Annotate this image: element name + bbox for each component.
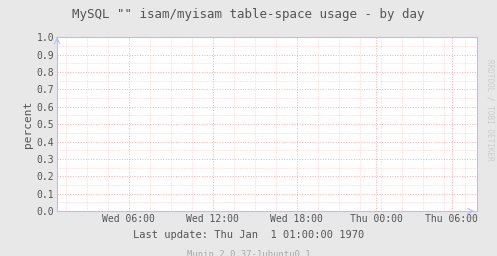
Y-axis label: percent: percent (22, 101, 33, 148)
Text: Munin 2.0.37-1ubuntu0.1: Munin 2.0.37-1ubuntu0.1 (187, 250, 310, 256)
Text: RRDTOOL / TOBI OETIKER: RRDTOOL / TOBI OETIKER (486, 59, 495, 161)
Text: MySQL "" isam/myisam table-space usage - by day: MySQL "" isam/myisam table-space usage -… (72, 8, 425, 21)
Text: Last update: Thu Jan  1 01:00:00 1970: Last update: Thu Jan 1 01:00:00 1970 (133, 230, 364, 240)
